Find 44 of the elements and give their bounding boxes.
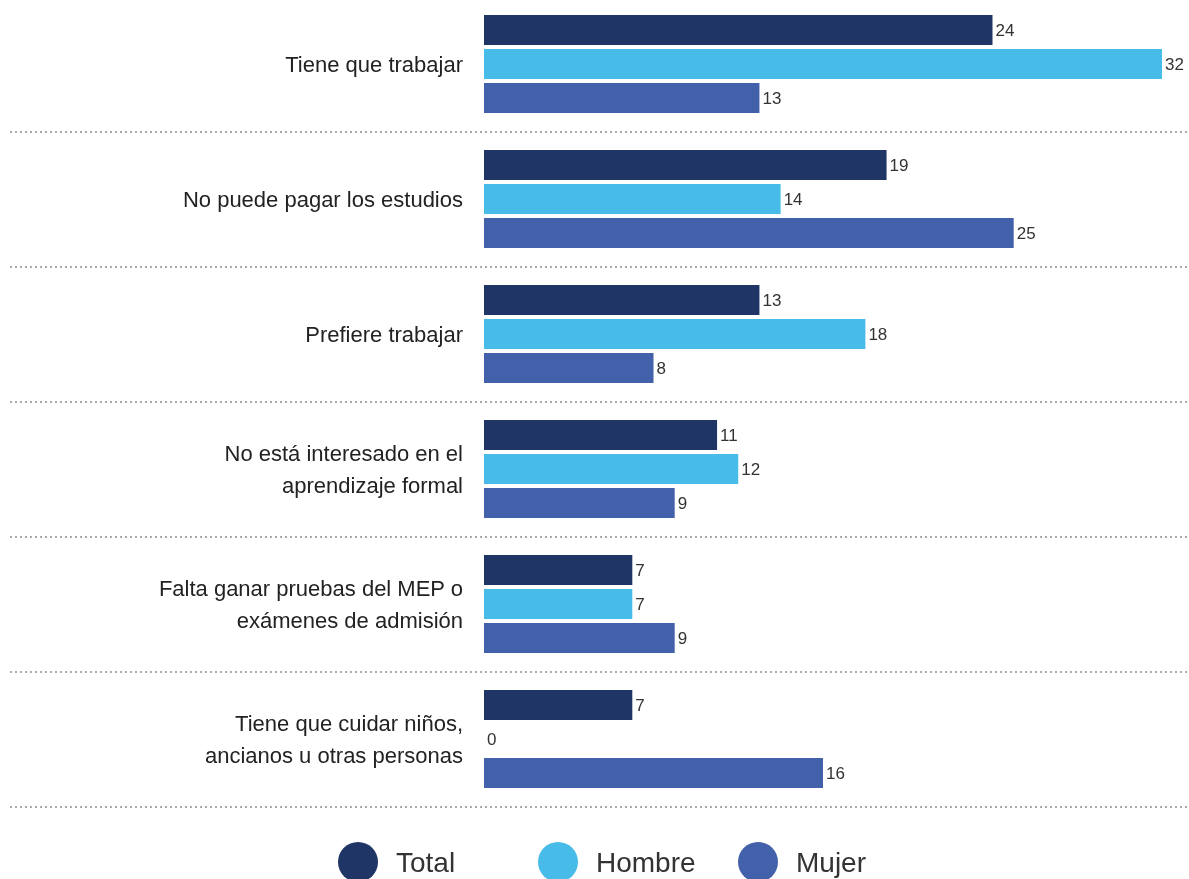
bar [484, 690, 633, 720]
data-label: 24 [995, 20, 1015, 40]
data-label: 18 [868, 324, 888, 344]
legend-label: Mujer [796, 846, 867, 878]
bar [484, 49, 1162, 79]
data-label: 8 [656, 358, 666, 378]
y-tick-label: Tiene que cuidar niños, ancianos u otras personas [204, 710, 463, 768]
data-label: 0 [487, 729, 497, 749]
y-tick-label: Falta ganar pruebas del MEP o exámenes de admisión [158, 575, 463, 633]
data-label: 13 [762, 290, 782, 310]
bar [484, 285, 760, 315]
bar [484, 184, 781, 214]
bar [484, 623, 675, 653]
data-label: 14 [783, 189, 803, 209]
bar [484, 15, 993, 45]
y-tick-label: Tiene que trabajar [285, 51, 463, 77]
data-label: 19 [889, 155, 909, 175]
bar [484, 83, 760, 113]
data-label: 25 [1016, 223, 1036, 243]
bar [484, 420, 718, 450]
y-tick-label: No está interesado en el aprendizaje formal [224, 440, 463, 498]
data-label: 11 [720, 425, 738, 445]
bar [484, 353, 654, 383]
bar [484, 319, 866, 349]
legend-label: Total [396, 846, 456, 878]
bar [484, 488, 675, 518]
data-label: 7 [635, 695, 645, 715]
data-label: 12 [741, 459, 761, 479]
data-label: 32 [1165, 54, 1184, 74]
data-label: 7 [635, 560, 645, 580]
y-tick-label: No puede pagar los estudios [182, 186, 463, 212]
data-label: 7 [635, 594, 645, 614]
bar [484, 758, 823, 788]
legend-label: Hombre [596, 846, 696, 878]
y-tick-label: Prefiere trabajar [305, 321, 463, 347]
bar [484, 589, 633, 619]
bar [484, 218, 1014, 248]
data-label: 9 [677, 493, 688, 513]
data-label: 16 [826, 763, 845, 783]
bar [484, 150, 887, 180]
data-label: 13 [762, 88, 782, 108]
bar [484, 454, 739, 484]
bar [484, 555, 633, 585]
data-label: 9 [677, 628, 688, 648]
